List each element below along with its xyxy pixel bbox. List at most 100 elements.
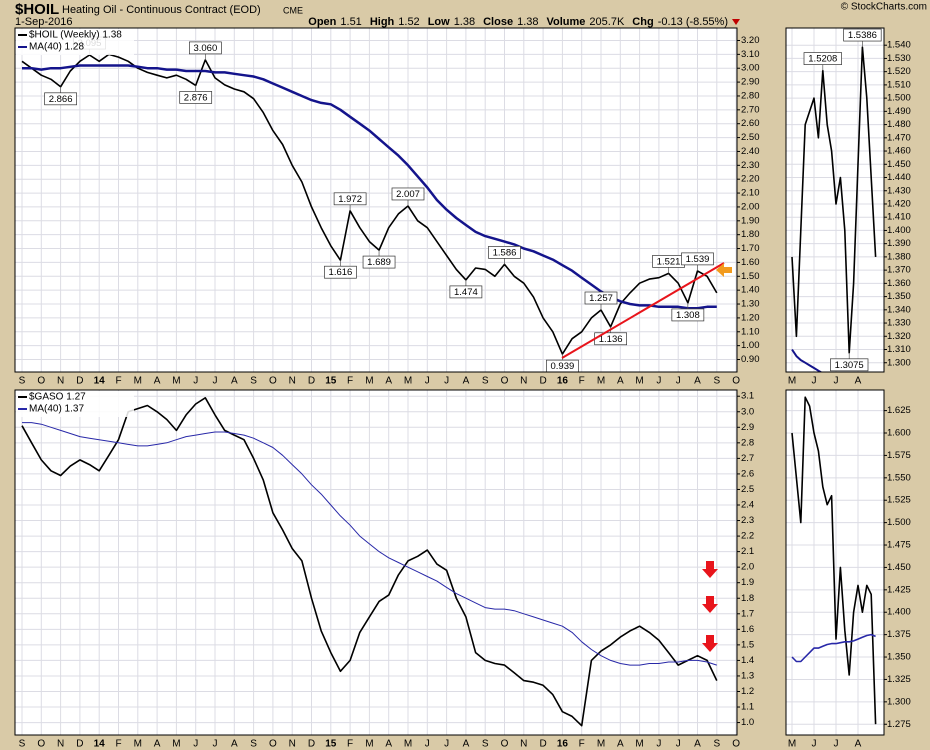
- y-tick-label: 1.460: [887, 146, 911, 157]
- y-tick-label: 1.380: [887, 251, 911, 262]
- y-tick-label: 1.7: [741, 608, 754, 619]
- x-tick-label: M: [788, 376, 796, 387]
- plot-area: 1.5208 1.3075 1.5386: [786, 28, 884, 372]
- y-tick-label: 0.90: [741, 354, 760, 365]
- y-tick-label: 2.1: [741, 546, 754, 557]
- stat-label: Open: [308, 16, 336, 28]
- y-tick-label: 1.625: [887, 405, 911, 416]
- y-tick-label: 3.20: [741, 35, 760, 46]
- instrument-name: Heating Oil - Continuous Contract (EOD): [62, 4, 261, 16]
- data-label: 1.616: [329, 267, 353, 278]
- x-tick-label: S: [250, 739, 257, 750]
- price-line: [21, 53, 718, 355]
- x-tick-label: J: [834, 376, 839, 387]
- x-tick-label: J: [656, 376, 661, 387]
- red-arrow: [702, 596, 718, 613]
- x-tick-label: A: [231, 739, 238, 750]
- x-tick-label: O: [269, 376, 277, 387]
- x-tick-label: J: [425, 739, 430, 750]
- y-tick-label: 1.30: [741, 299, 760, 310]
- x-tick-label: 15: [325, 739, 337, 750]
- panel-border: [785, 389, 885, 736]
- label-box: [44, 92, 77, 106]
- y-tick-label: 1.420: [887, 198, 911, 209]
- y-tick-label: 1.525: [887, 495, 911, 506]
- x-tick-label: F: [115, 739, 121, 750]
- data-label: 2.866: [49, 94, 73, 105]
- x-tick-label: D: [76, 376, 83, 387]
- x-tick-label: N: [57, 739, 64, 750]
- price-line: [791, 396, 877, 725]
- y-tick-label: 1.370: [887, 265, 911, 276]
- y-tick-label: 2.80: [741, 90, 760, 101]
- y-tick-label: 1.475: [887, 540, 911, 551]
- y-tick-label: 1.390: [887, 238, 911, 249]
- y-tick-label: 2.7: [741, 453, 754, 464]
- stat-value: 1.38: [454, 16, 475, 28]
- x-tick-label: A: [154, 739, 161, 750]
- data-label: 1.689: [367, 257, 391, 268]
- x-tick-label: M: [134, 376, 142, 387]
- x-tick-label: S: [482, 376, 489, 387]
- x-tick-label: S: [713, 376, 720, 387]
- x-tick-label: J: [193, 376, 198, 387]
- data-label: 1.521: [657, 256, 681, 267]
- legend-entry: MA(40) 1.37: [29, 404, 84, 415]
- panel-background: [15, 28, 737, 372]
- x-tick-label: 15: [325, 376, 337, 387]
- x-tick-label: D: [76, 739, 83, 750]
- y-tick-label: 1.4: [741, 655, 754, 666]
- x-tick-label: D: [308, 376, 315, 387]
- label-box: [449, 285, 483, 299]
- x-tick-label: O: [732, 739, 740, 750]
- x-tick-label: J: [444, 739, 449, 750]
- x-tick-label: J: [812, 739, 817, 750]
- label-box: [189, 41, 222, 55]
- x-tick-label: O: [501, 376, 509, 387]
- stat-value: -0.13 (-8.55%): [658, 16, 728, 28]
- x-tick-label: A: [855, 376, 862, 387]
- y-tick-label: 1.350: [887, 291, 911, 302]
- label-box: [333, 192, 367, 206]
- quote-stats: Open 1.51 High 1.52 Low 1.38 Close 1.38 Volume 20…: [308, 16, 728, 28]
- legend-entry: $GASO 1.27: [29, 392, 86, 403]
- y-tick-label: 1.510: [887, 79, 911, 90]
- y-tick-label: 1.480: [887, 119, 911, 130]
- y-tick-label: 1.540: [887, 40, 911, 51]
- x-tick-label: M: [172, 739, 180, 750]
- x-tick-label: S: [250, 376, 257, 387]
- x-tick-label: J: [656, 739, 661, 750]
- y-tick-label: 2.3: [741, 515, 754, 526]
- x-tick-label: A: [694, 739, 701, 750]
- x-tick-label: A: [154, 376, 161, 387]
- label-box: [584, 291, 618, 305]
- plot-area: 2.8663.0952.8763.0601.6161.9721.6892.007…: [15, 28, 737, 372]
- symbol: $HOIL: [15, 1, 59, 18]
- x-tick-label: J: [193, 739, 198, 750]
- y-tick-label: 1.350: [887, 652, 911, 663]
- data-label: 1.3075: [835, 360, 864, 371]
- panel-border: [14, 389, 738, 736]
- stat-label: Chg: [632, 16, 653, 28]
- legend-entry: $HOIL (Weekly) 1.38: [29, 30, 122, 41]
- y-tick-label: 1.520: [887, 66, 911, 77]
- label-box: [362, 255, 396, 269]
- label-box: [179, 91, 213, 104]
- y-tick-label: 2.0: [741, 562, 754, 573]
- label-box: [391, 187, 425, 201]
- price-line: [791, 348, 823, 372]
- x-tick-label: F: [579, 739, 585, 750]
- y-tick-label: 1.2: [741, 686, 754, 697]
- y-tick-label: 1.310: [887, 344, 911, 355]
- y-tick-label: 2.00: [741, 201, 760, 212]
- y-tick-label: 2.2: [741, 531, 754, 542]
- data-label: 3.060: [193, 43, 217, 54]
- x-tick-label: M: [635, 739, 643, 750]
- x-tick-label: D: [308, 739, 315, 750]
- x-tick-label: F: [347, 739, 353, 750]
- x-tick-label: S: [19, 376, 26, 387]
- data-label: 0.939: [551, 361, 575, 372]
- plot-area: [15, 390, 737, 735]
- y-tick-label: 1.500: [887, 517, 911, 528]
